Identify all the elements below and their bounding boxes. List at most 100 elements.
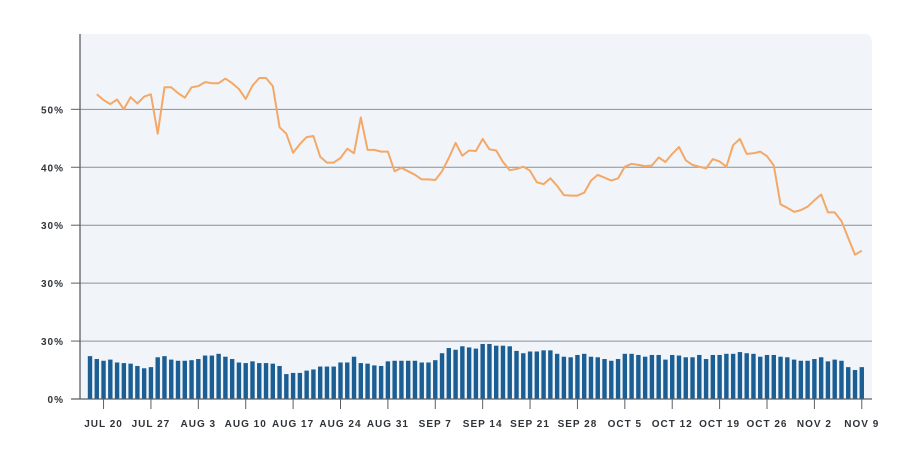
bar <box>135 365 140 399</box>
bar <box>602 359 607 399</box>
x-tick-label: SEP 21 <box>510 419 550 430</box>
bar <box>812 359 817 399</box>
bar <box>785 357 790 399</box>
bar <box>622 353 628 399</box>
bar <box>324 366 330 399</box>
bar <box>703 359 709 399</box>
bar <box>609 360 614 399</box>
bar <box>846 367 851 399</box>
bar <box>101 360 106 399</box>
bar <box>351 356 357 399</box>
bar <box>263 363 269 399</box>
bar <box>582 353 587 399</box>
bar <box>372 365 377 399</box>
bar <box>243 363 248 399</box>
bar <box>575 354 580 399</box>
bar <box>690 357 695 399</box>
bar <box>730 353 736 399</box>
bar <box>778 356 783 399</box>
bar <box>433 360 438 399</box>
gridlines <box>80 108 872 342</box>
x-tick-label: JUL 20 <box>84 419 123 430</box>
bar <box>663 359 668 399</box>
bar <box>189 360 194 399</box>
bar <box>175 360 181 399</box>
bar <box>399 360 404 399</box>
bar <box>419 362 424 399</box>
bar <box>331 366 336 399</box>
bar <box>358 363 363 399</box>
bar <box>392 360 397 399</box>
plot-background <box>80 34 872 399</box>
bar <box>94 359 99 399</box>
bar <box>277 365 282 399</box>
bar <box>216 353 221 399</box>
bar <box>839 360 844 399</box>
bar <box>710 354 716 399</box>
bar <box>697 354 702 399</box>
bar <box>345 362 350 399</box>
line-series <box>96 77 863 256</box>
x-tick-label: SEP 14 <box>463 419 503 430</box>
bar <box>521 353 526 399</box>
bar <box>656 354 661 399</box>
bar <box>270 363 275 399</box>
bar <box>751 353 756 399</box>
y-tick-label: 30% <box>41 337 64 348</box>
bar <box>141 368 147 399</box>
bar <box>209 355 215 399</box>
y-tick-label: 50% <box>41 105 64 116</box>
bar <box>548 350 553 399</box>
bar <box>724 353 729 399</box>
bar <box>588 356 594 399</box>
x-tick-label: OCT 19 <box>699 419 740 430</box>
bar <box>487 343 492 399</box>
bar <box>169 359 174 399</box>
bar <box>514 350 519 399</box>
bar <box>121 363 127 399</box>
bar <box>365 363 370 399</box>
bar <box>385 361 391 399</box>
bar <box>284 374 289 399</box>
bar <box>460 346 465 399</box>
bar <box>466 347 472 399</box>
x-tick-label: JUL 27 <box>132 419 171 430</box>
bar <box>534 351 540 399</box>
bar <box>378 365 384 399</box>
bar <box>541 350 546 399</box>
x-tick-label: AUG 24 <box>319 419 361 430</box>
bar <box>494 345 499 399</box>
bar <box>758 356 763 399</box>
x-tick-label: AUG 3 <box>181 419 217 430</box>
bar <box>453 349 458 399</box>
x-tick-label: SEP 7 <box>419 419 452 430</box>
x-tick-label: OCT 12 <box>652 419 693 430</box>
bar <box>128 363 133 399</box>
bar <box>636 354 641 399</box>
x-tick-label: SEP 28 <box>558 419 598 430</box>
bar <box>737 352 743 399</box>
bar <box>805 360 810 399</box>
bar <box>649 354 655 399</box>
bar <box>290 372 296 399</box>
bar <box>595 357 600 399</box>
bar <box>162 356 167 399</box>
bar <box>507 346 512 399</box>
bar <box>236 362 242 399</box>
bar <box>202 355 208 399</box>
bar <box>155 357 160 399</box>
x-tick-label: AUG 10 <box>225 419 267 430</box>
x-tick-label: AUG 17 <box>272 419 314 430</box>
bar <box>717 354 722 399</box>
y-tick-label: 30% <box>41 221 64 232</box>
bar <box>405 360 411 399</box>
bar <box>791 359 797 399</box>
bar <box>229 359 235 399</box>
bar <box>473 348 479 399</box>
bar <box>744 353 749 399</box>
bar <box>223 356 228 399</box>
bar <box>642 356 648 399</box>
bar <box>480 343 485 399</box>
bar <box>304 370 309 399</box>
bar <box>297 372 303 399</box>
